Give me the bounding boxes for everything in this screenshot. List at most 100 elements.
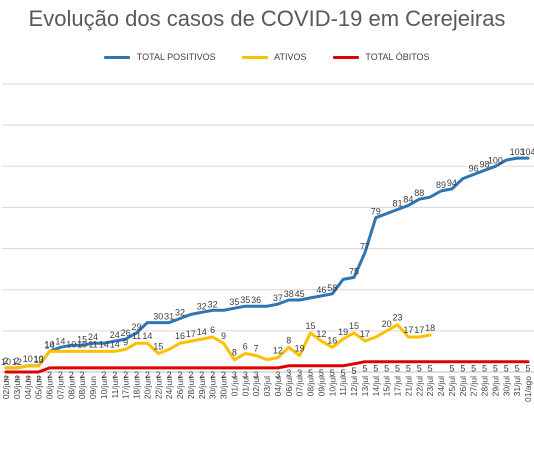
data-label-total-obitos: 5 xyxy=(341,368,346,378)
data-label-ativos: 14 xyxy=(142,331,152,341)
series-line-ativos xyxy=(4,323,432,370)
data-label-total-obitos: 5 xyxy=(308,368,313,378)
data-label-ativos: 16 xyxy=(175,331,185,341)
data-label-total-obitos: 2 xyxy=(36,374,41,384)
series-line-total-positivos xyxy=(4,156,530,370)
data-label-ativos: 18 xyxy=(425,323,435,333)
data-label-total-positivos: 46 xyxy=(316,285,326,295)
data-label-total-positivos: 89 xyxy=(436,180,446,190)
chart-legend: TOTAL POSITIVOS ATIVOS TOTAL ÓBITOS xyxy=(0,52,534,62)
x-tick-label: 28/jun xyxy=(186,376,196,399)
x-tick-label: 07/jun xyxy=(55,376,65,399)
data-label-ativos: 14 xyxy=(197,327,207,337)
data-label-total-obitos: 2 xyxy=(101,370,106,380)
data-label-total-positivos: 32 xyxy=(175,308,185,318)
x-tick-label: 27/jul xyxy=(469,376,479,396)
data-label-ativos: 17 xyxy=(403,325,413,335)
data-label-ativos: 9 xyxy=(221,331,226,341)
chart-title: Evolução dos casos de COVID-19 em Cereje… xyxy=(28,6,506,31)
data-label-ativos: 14 xyxy=(110,339,120,349)
data-label-ativos: 11 xyxy=(132,331,141,341)
x-tick-label: 15/jul xyxy=(382,376,392,396)
data-label-total-positivos: 100 xyxy=(488,155,503,165)
data-label-total-obitos: 2 xyxy=(210,370,215,380)
data-label-total-obitos: 5 xyxy=(460,364,465,374)
x-tick-label: 21/jul xyxy=(403,376,413,396)
data-label-total-obitos: 2 xyxy=(58,370,63,380)
legend-label-ativos: ATIVOS xyxy=(274,52,307,62)
data-label-total-obitos: 3 xyxy=(286,368,291,378)
data-label-total-positivos: 77 xyxy=(360,242,370,252)
data-label-total-obitos: 2 xyxy=(134,370,139,380)
x-tick-label: 02/jul xyxy=(251,376,261,396)
data-label-total-obitos: 2 xyxy=(221,370,226,380)
data-label-total-positivos: 15 xyxy=(77,334,87,344)
data-label-ativos: 10 xyxy=(77,339,87,349)
data-label-ativos: 8 xyxy=(232,348,237,358)
data-label-total-obitos: 5 xyxy=(515,364,520,374)
x-tick-label: 11/jul xyxy=(338,376,348,396)
data-label-total-positivos: 45 xyxy=(295,289,305,299)
data-label-total-positivos: 35 xyxy=(240,295,250,305)
x-tick-label: 22/jul xyxy=(414,376,424,396)
data-label-ativos: 10 xyxy=(23,354,33,364)
data-label-total-obitos: 5 xyxy=(395,364,400,374)
data-label-total-obitos: 2 xyxy=(145,370,150,380)
data-label-total-positivos: 37 xyxy=(273,293,283,303)
data-label-ativos: 17 xyxy=(360,329,370,339)
x-tick-label: 11/jun xyxy=(110,376,120,399)
data-label-ativos: 12 xyxy=(273,346,283,356)
x-tick-label: 23/jul xyxy=(425,376,435,396)
x-tick-label: 29/jul xyxy=(490,376,500,396)
data-label-total-obitos: 3 xyxy=(232,370,237,380)
x-tick-label: 20/jun xyxy=(142,376,152,399)
data-label-ativos: 6 xyxy=(243,341,248,351)
data-label-total-obitos: 5 xyxy=(417,364,422,374)
x-tick-label: 03/jul xyxy=(262,376,272,396)
data-label-ativos: 20 xyxy=(382,319,392,329)
x-tick-label: 24/jun xyxy=(164,376,174,399)
legend-label-total-positivos: TOTAL POSITIVOS xyxy=(136,52,216,62)
data-label-total-positivos: 79 xyxy=(371,207,381,217)
legend-item-total-obitos: TOTAL ÓBITOS xyxy=(333,52,430,62)
x-tick-label: 25/jul xyxy=(447,376,457,396)
data-label-ativos: 15 xyxy=(305,321,315,331)
data-label-ativos: 10 xyxy=(34,354,44,364)
data-label-total-positivos: 104 xyxy=(520,147,534,157)
x-tick-label: 17/jun xyxy=(121,376,131,399)
data-label-total-obitos: 2 xyxy=(47,370,52,380)
data-label-total-positivos: 26 xyxy=(121,328,131,338)
data-label-ativos: 7 xyxy=(254,344,259,354)
data-label-total-obitos: 2 xyxy=(123,370,128,380)
data-label-total-obitos: 2 xyxy=(167,370,172,380)
x-tick-label: 10/jul xyxy=(327,376,337,396)
data-label-total-obitos: 2 xyxy=(177,370,182,380)
legend-swatch-total-obitos xyxy=(333,56,360,60)
data-label-total-positivos: 31 xyxy=(164,312,174,322)
data-label-total-positivos: 35 xyxy=(229,297,239,307)
data-label-ativos: 19 xyxy=(338,327,348,337)
x-tick-label: 04/jul xyxy=(273,376,283,396)
data-label-total-positivos: 38 xyxy=(284,289,294,299)
x-tick-label: 09/jun xyxy=(88,376,98,399)
x-tick-label: 01/jul xyxy=(229,376,239,396)
x-tick-label: 29/jun xyxy=(197,376,207,399)
data-label-total-obitos: 5 xyxy=(428,364,433,374)
data-label-total-positivos: 32 xyxy=(197,301,207,311)
data-label-total-obitos: 5 xyxy=(504,364,509,374)
data-label-total-positivos: 98 xyxy=(479,159,489,169)
x-tick-label: 12/jul xyxy=(349,376,359,396)
x-tick-label: 13/jul xyxy=(360,376,370,396)
data-label-total-obitos: 5 xyxy=(406,364,411,374)
data-label-total-obitos: 3 xyxy=(275,370,280,380)
data-label-total-positivos: 14 xyxy=(44,340,54,350)
data-label-total-obitos: 2 xyxy=(25,374,30,384)
data-label-total-positivos: 32 xyxy=(208,299,218,309)
data-label-total-positivos: 36 xyxy=(251,295,261,305)
x-tick-label: 26/jun xyxy=(175,376,185,399)
x-tick-label: 06/jun xyxy=(45,376,55,399)
x-tick-label: 10/jun xyxy=(99,376,109,399)
data-label-total-obitos: 5 xyxy=(449,364,454,374)
legend-item-ativos: ATIVOS xyxy=(242,52,307,62)
data-label-total-obitos: 3 xyxy=(254,370,259,380)
